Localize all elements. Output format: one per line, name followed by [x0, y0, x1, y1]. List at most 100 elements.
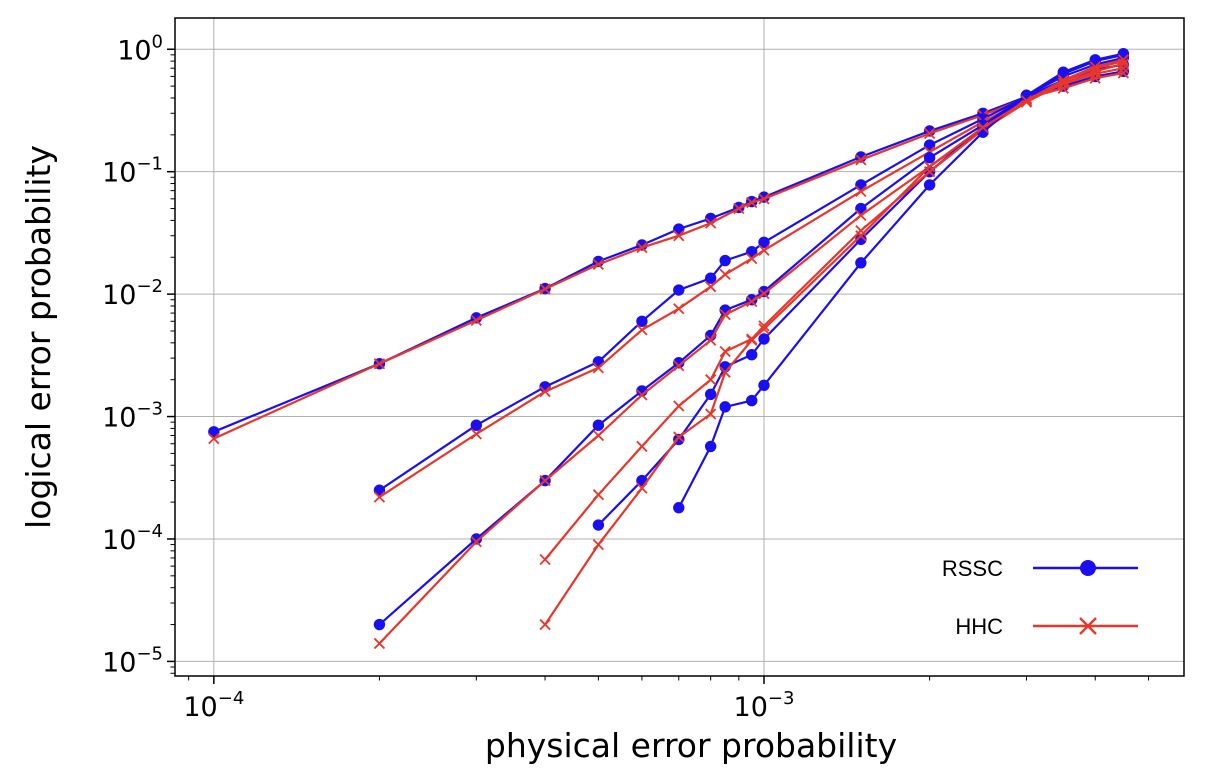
x-marker-stroke [592, 429, 605, 442]
x-marker-stroke [746, 252, 758, 265]
data-point-x [923, 160, 936, 173]
data-point-x [719, 345, 731, 358]
x-marker-stroke [592, 258, 605, 270]
data-point-x [539, 474, 551, 487]
x-marker-stroke [855, 185, 867, 198]
x-marker-stroke [1117, 54, 1130, 66]
x-marker-stroke [470, 314, 482, 327]
data-point-circle [592, 519, 605, 531]
data-point-circle [673, 223, 685, 235]
data-point-x [373, 358, 386, 370]
legend: RSSC HHC [942, 556, 1138, 639]
x-marker-stroke [673, 431, 685, 443]
series-line [544, 58, 1124, 626]
x-marker-stroke [636, 241, 648, 254]
x-marker-stroke [636, 324, 648, 336]
x-marker-stroke [758, 193, 770, 205]
series-rssc-8 [673, 47, 1130, 514]
data-point-circle [1057, 66, 1070, 78]
data-point-x [758, 244, 770, 256]
x-marker-stroke [758, 320, 770, 332]
x-marker-stroke [705, 374, 717, 386]
x-marker-stroke [758, 287, 770, 300]
legend-marker-circle [1080, 560, 1096, 576]
series-hhc-7 [539, 58, 1130, 566]
data-point-x [758, 287, 770, 300]
x-marker-stroke [673, 230, 685, 242]
x-marker-stroke [1089, 61, 1101, 73]
x-marker-stroke [855, 209, 867, 221]
data-point-circle [673, 502, 685, 514]
legend-entry-rssc: RSSC [942, 556, 1138, 581]
tick-marks [167, 48, 1150, 684]
data-point-x [705, 281, 717, 293]
data-point-x [636, 440, 648, 453]
y-tick-labels: 100 10−1 10−2 10−3 10−4 10−5 [102, 31, 163, 678]
data-point-x [592, 362, 605, 374]
data-point-x [758, 320, 770, 332]
data-point-x [855, 230, 867, 242]
x-marker-stroke [539, 618, 551, 631]
data-point-x [636, 482, 648, 494]
data-point-x [746, 295, 758, 308]
data-point-x [855, 209, 867, 221]
data-point-x [208, 433, 220, 445]
grid [175, 18, 1184, 676]
x-marker-stroke [923, 166, 936, 178]
series-hhc-3 [373, 62, 1130, 503]
data-point-circle [923, 139, 936, 151]
x-marker-stroke [705, 281, 717, 293]
data-point-circle [470, 533, 483, 545]
x-marker-stroke [592, 362, 605, 374]
data-point-x [539, 618, 551, 631]
data-point-circle [758, 236, 770, 248]
data-point-x [539, 553, 551, 566]
data-point-x [592, 489, 605, 501]
data-point-circle [855, 179, 867, 191]
x-marker-stroke [705, 334, 717, 346]
data-point-circle [855, 202, 867, 215]
x-marker-stroke [373, 358, 386, 370]
x-marker-stroke [539, 553, 551, 566]
x-axis-label: physical error probability [485, 726, 897, 765]
x-marker-stroke [1057, 74, 1069, 86]
data-point-x [470, 314, 482, 327]
data-point-x [636, 241, 648, 254]
data-point-x [636, 389, 648, 401]
x-marker-stroke [208, 433, 220, 445]
data-point-x [746, 334, 758, 346]
data-point-circle [719, 254, 731, 267]
y-tick-label: 10−2 [102, 276, 163, 311]
x-marker-stroke [719, 268, 731, 280]
x-marker-stroke [636, 389, 648, 401]
y-tick-label: 10−5 [102, 643, 163, 678]
x-marker-stroke [719, 345, 731, 358]
data-point-x [705, 408, 717, 420]
data-point-x [470, 428, 482, 440]
data-point-circle [208, 426, 220, 438]
data-point-x [1089, 61, 1101, 73]
data-point-x [636, 324, 648, 336]
x-marker-stroke [539, 385, 551, 398]
data-point-x [592, 429, 605, 442]
data-point-x [1057, 74, 1069, 86]
series-line [378, 67, 1124, 499]
x-marker-stroke [855, 230, 867, 242]
x-marker-stroke [705, 217, 717, 229]
data-point-x [733, 202, 745, 215]
x-marker-stroke [539, 283, 551, 295]
x-marker-stroke [733, 202, 745, 215]
plot-frame [174, 17, 1185, 677]
x-marker-stroke [470, 536, 482, 548]
series-line [378, 63, 1124, 492]
x-marker-stroke [1117, 58, 1130, 70]
x-marker-stroke [1089, 65, 1101, 77]
x-marker-stroke [855, 224, 867, 237]
data-point-circle [746, 394, 758, 407]
y-tick-label: 10−4 [102, 521, 163, 556]
x-marker-stroke [746, 334, 758, 346]
x-marker-stroke [592, 538, 605, 551]
x-marker-stroke [470, 428, 482, 440]
data-point-x [705, 217, 717, 229]
data-point-x [758, 323, 770, 335]
